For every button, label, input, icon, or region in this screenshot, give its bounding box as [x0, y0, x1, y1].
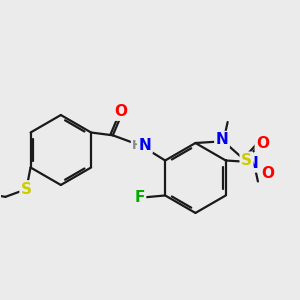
Text: S: S — [241, 153, 252, 168]
Text: S: S — [21, 182, 32, 197]
Text: O: O — [114, 104, 127, 119]
Text: N: N — [139, 138, 151, 153]
Text: H: H — [132, 139, 142, 152]
Text: O: O — [261, 166, 274, 181]
Text: N: N — [216, 132, 228, 147]
Text: N: N — [246, 156, 259, 171]
Text: O: O — [256, 136, 269, 151]
Text: F: F — [134, 190, 145, 205]
